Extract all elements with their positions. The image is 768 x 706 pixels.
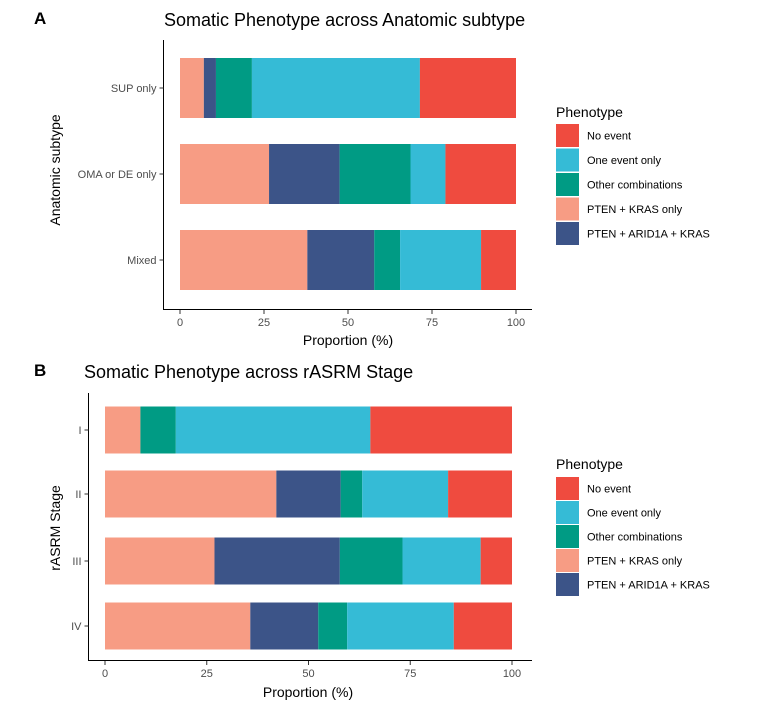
panel-b: B Somatic Phenotype across rASRM Stage r… [34, 361, 710, 700]
panel-b-bar-i-pten-kras-only [105, 406, 141, 454]
panel-a-x-tick-label: 100 [507, 317, 525, 329]
panel-b-bar-ii-one-event-only [362, 470, 449, 518]
panel-a-legend-title: Phenotype [556, 104, 623, 120]
panel-a-bar-sup-only-no-event [419, 58, 516, 118]
panel-b-bar-iii-one-event-only [402, 537, 481, 585]
panel-b-x-tick-label: 50 [302, 668, 314, 680]
panel-a-y-axis-title: Anatomic subtype [47, 114, 63, 225]
panel-b-bar-i-one-event-only [175, 406, 371, 454]
panel-b-title: Somatic Phenotype across rASRM Stage [84, 362, 413, 382]
panel-b-bar-ii-other-combinations [340, 470, 363, 518]
panel-b-x-axis-title: Proportion (%) [263, 684, 353, 700]
panel-b-bar-ii-pten-arid1a-kras [276, 470, 341, 518]
panel-b-bar-i-no-event [370, 406, 512, 454]
panel-b-bar-iv-other-combinations [318, 602, 348, 650]
panel-a-bar-sup-only-pten-arid1a-kras [203, 58, 216, 118]
panel-a-legend-label-pten-arid1a-kras: PTEN + ARID1A + KRAS [587, 229, 710, 241]
panel-b-bar-ii-no-event [448, 470, 512, 518]
panel-a-bar-mixed-pten-kras-only [180, 230, 308, 290]
panel-b-legend-swatch-pten-arid1a-kras [556, 573, 579, 596]
panel-b-bar-iv-pten-arid1a-kras [250, 602, 319, 650]
panel-b-y-tick-label: III [72, 556, 81, 568]
panel-b-bar-ii-pten-kras-only [105, 470, 277, 518]
panel-b-legend-label-no-event: No event [587, 484, 631, 496]
panel-a-legend-swatch-pten-arid1a-kras [556, 222, 579, 245]
panel-b-legend-swatch-other-combinations [556, 525, 579, 548]
panel-a-bar-sup-only-pten-kras-only [180, 58, 204, 118]
panel-b-x-tick-label: 0 [102, 668, 108, 680]
panel-a-ticks: SUP only OMA or DE only Mixed 0 25 50 75 100 [78, 83, 526, 329]
panel-b-bar-i-other-combinations [140, 406, 176, 454]
panel-b-bars [105, 406, 512, 650]
panel-b-y-axis-title: rASRM Stage [47, 485, 63, 571]
panel-a-legend-swatch-pten-kras-only [556, 197, 579, 221]
panel-a-y-tick-label: SUP only [111, 83, 157, 95]
panel-b-legend-label-pten-arid1a-kras: PTEN + ARID1A + KRAS [587, 580, 710, 592]
panel-a-letter: A [34, 9, 46, 28]
panel-a-legend: Phenotype No event One event only Other com… [556, 104, 710, 245]
panel-b-y-tick-label: II [75, 489, 81, 501]
panel-a-legend-swatch-other-combinations [556, 173, 579, 196]
panel-a-bar-sup-only-other-combinations [215, 58, 252, 118]
panel-a-bar-mixed-other-combinations [374, 230, 401, 290]
panel-a-bar-oma-or-de-only-one-event-only [410, 144, 446, 204]
panel-b-y-tick-label: I [78, 425, 81, 437]
panel-a-bar-mixed-one-event-only [400, 230, 482, 290]
panel-a-bar-oma-or-de-only-pten-arid1a-kras [269, 144, 340, 204]
panel-a-y-tick-label: Mixed [127, 255, 156, 267]
panel-a-x-tick-label: 25 [258, 317, 270, 329]
panel-a-bar-mixed-pten-arid1a-kras [307, 230, 375, 290]
panel-b-legend-label-other-combinations: Other combinations [587, 532, 683, 544]
panel-b-bar-iv-one-event-only [347, 602, 454, 650]
panel-b-bar-iii-other-combinations [339, 537, 403, 585]
panel-b-x-tick-label: 75 [404, 668, 416, 680]
panel-a-bar-oma-or-de-only-other-combinations [339, 144, 411, 204]
panel-b-y-tick-label: IV [71, 621, 82, 633]
panel-a-x-tick-label: 50 [342, 317, 354, 329]
panel-b-legend-swatch-no-event [556, 477, 579, 500]
panel-a-legend-label-no-event: No event [587, 131, 631, 143]
panel-b-bar-iii-pten-kras-only [105, 537, 215, 585]
panel-b-bar-iv-no-event [453, 602, 512, 650]
panel-b-bar-iv-pten-kras-only [105, 602, 251, 650]
panel-a-legend-swatch-no-event [556, 124, 579, 147]
panel-a-bar-sup-only-one-event-only [251, 58, 420, 118]
panel-a-bar-mixed-no-event [481, 230, 516, 290]
panel-b-legend-label-pten-kras-only: PTEN + KRAS only [587, 556, 683, 568]
panel-a: A Somatic Phenotype across Anatomic subt… [34, 9, 710, 348]
panel-a-bars [180, 58, 516, 290]
panel-a-legend-label-one-event-only: One event only [587, 155, 661, 167]
panel-b-legend-swatch-one-event-only [556, 501, 579, 524]
panel-a-bar-oma-or-de-only-no-event [445, 144, 516, 204]
panel-b-x-tick-label: 25 [201, 668, 213, 680]
panel-a-y-tick-label: OMA or DE only [78, 169, 157, 181]
panel-a-bar-oma-or-de-only-pten-kras-only [180, 144, 270, 204]
panel-a-x-tick-label: 0 [177, 317, 183, 329]
panel-b-legend-title: Phenotype [556, 456, 623, 472]
panel-b-legend-label-one-event-only: One event only [587, 508, 661, 520]
panel-b-letter: B [34, 361, 46, 380]
panel-b-bar-iii-pten-arid1a-kras [214, 537, 340, 585]
panel-a-legend-swatch-one-event-only [556, 148, 579, 172]
panel-b-legend-swatch-pten-kras-only [556, 549, 579, 572]
panel-a-title: Somatic Phenotype across Anatomic subtyp… [164, 10, 525, 30]
panel-a-legend-label-pten-kras-only: PTEN + KRAS only [587, 204, 683, 216]
panel-a-x-axis-title: Proportion (%) [303, 332, 393, 348]
panel-b-bar-iii-no-event [480, 537, 512, 585]
panel-a-legend-label-other-combinations: Other combinations [587, 180, 683, 192]
panel-b-legend: Phenotype No event One event only Other com… [556, 456, 710, 596]
panel-a-x-tick-label: 75 [426, 317, 438, 329]
panel-b-x-tick-label: 100 [503, 668, 521, 680]
